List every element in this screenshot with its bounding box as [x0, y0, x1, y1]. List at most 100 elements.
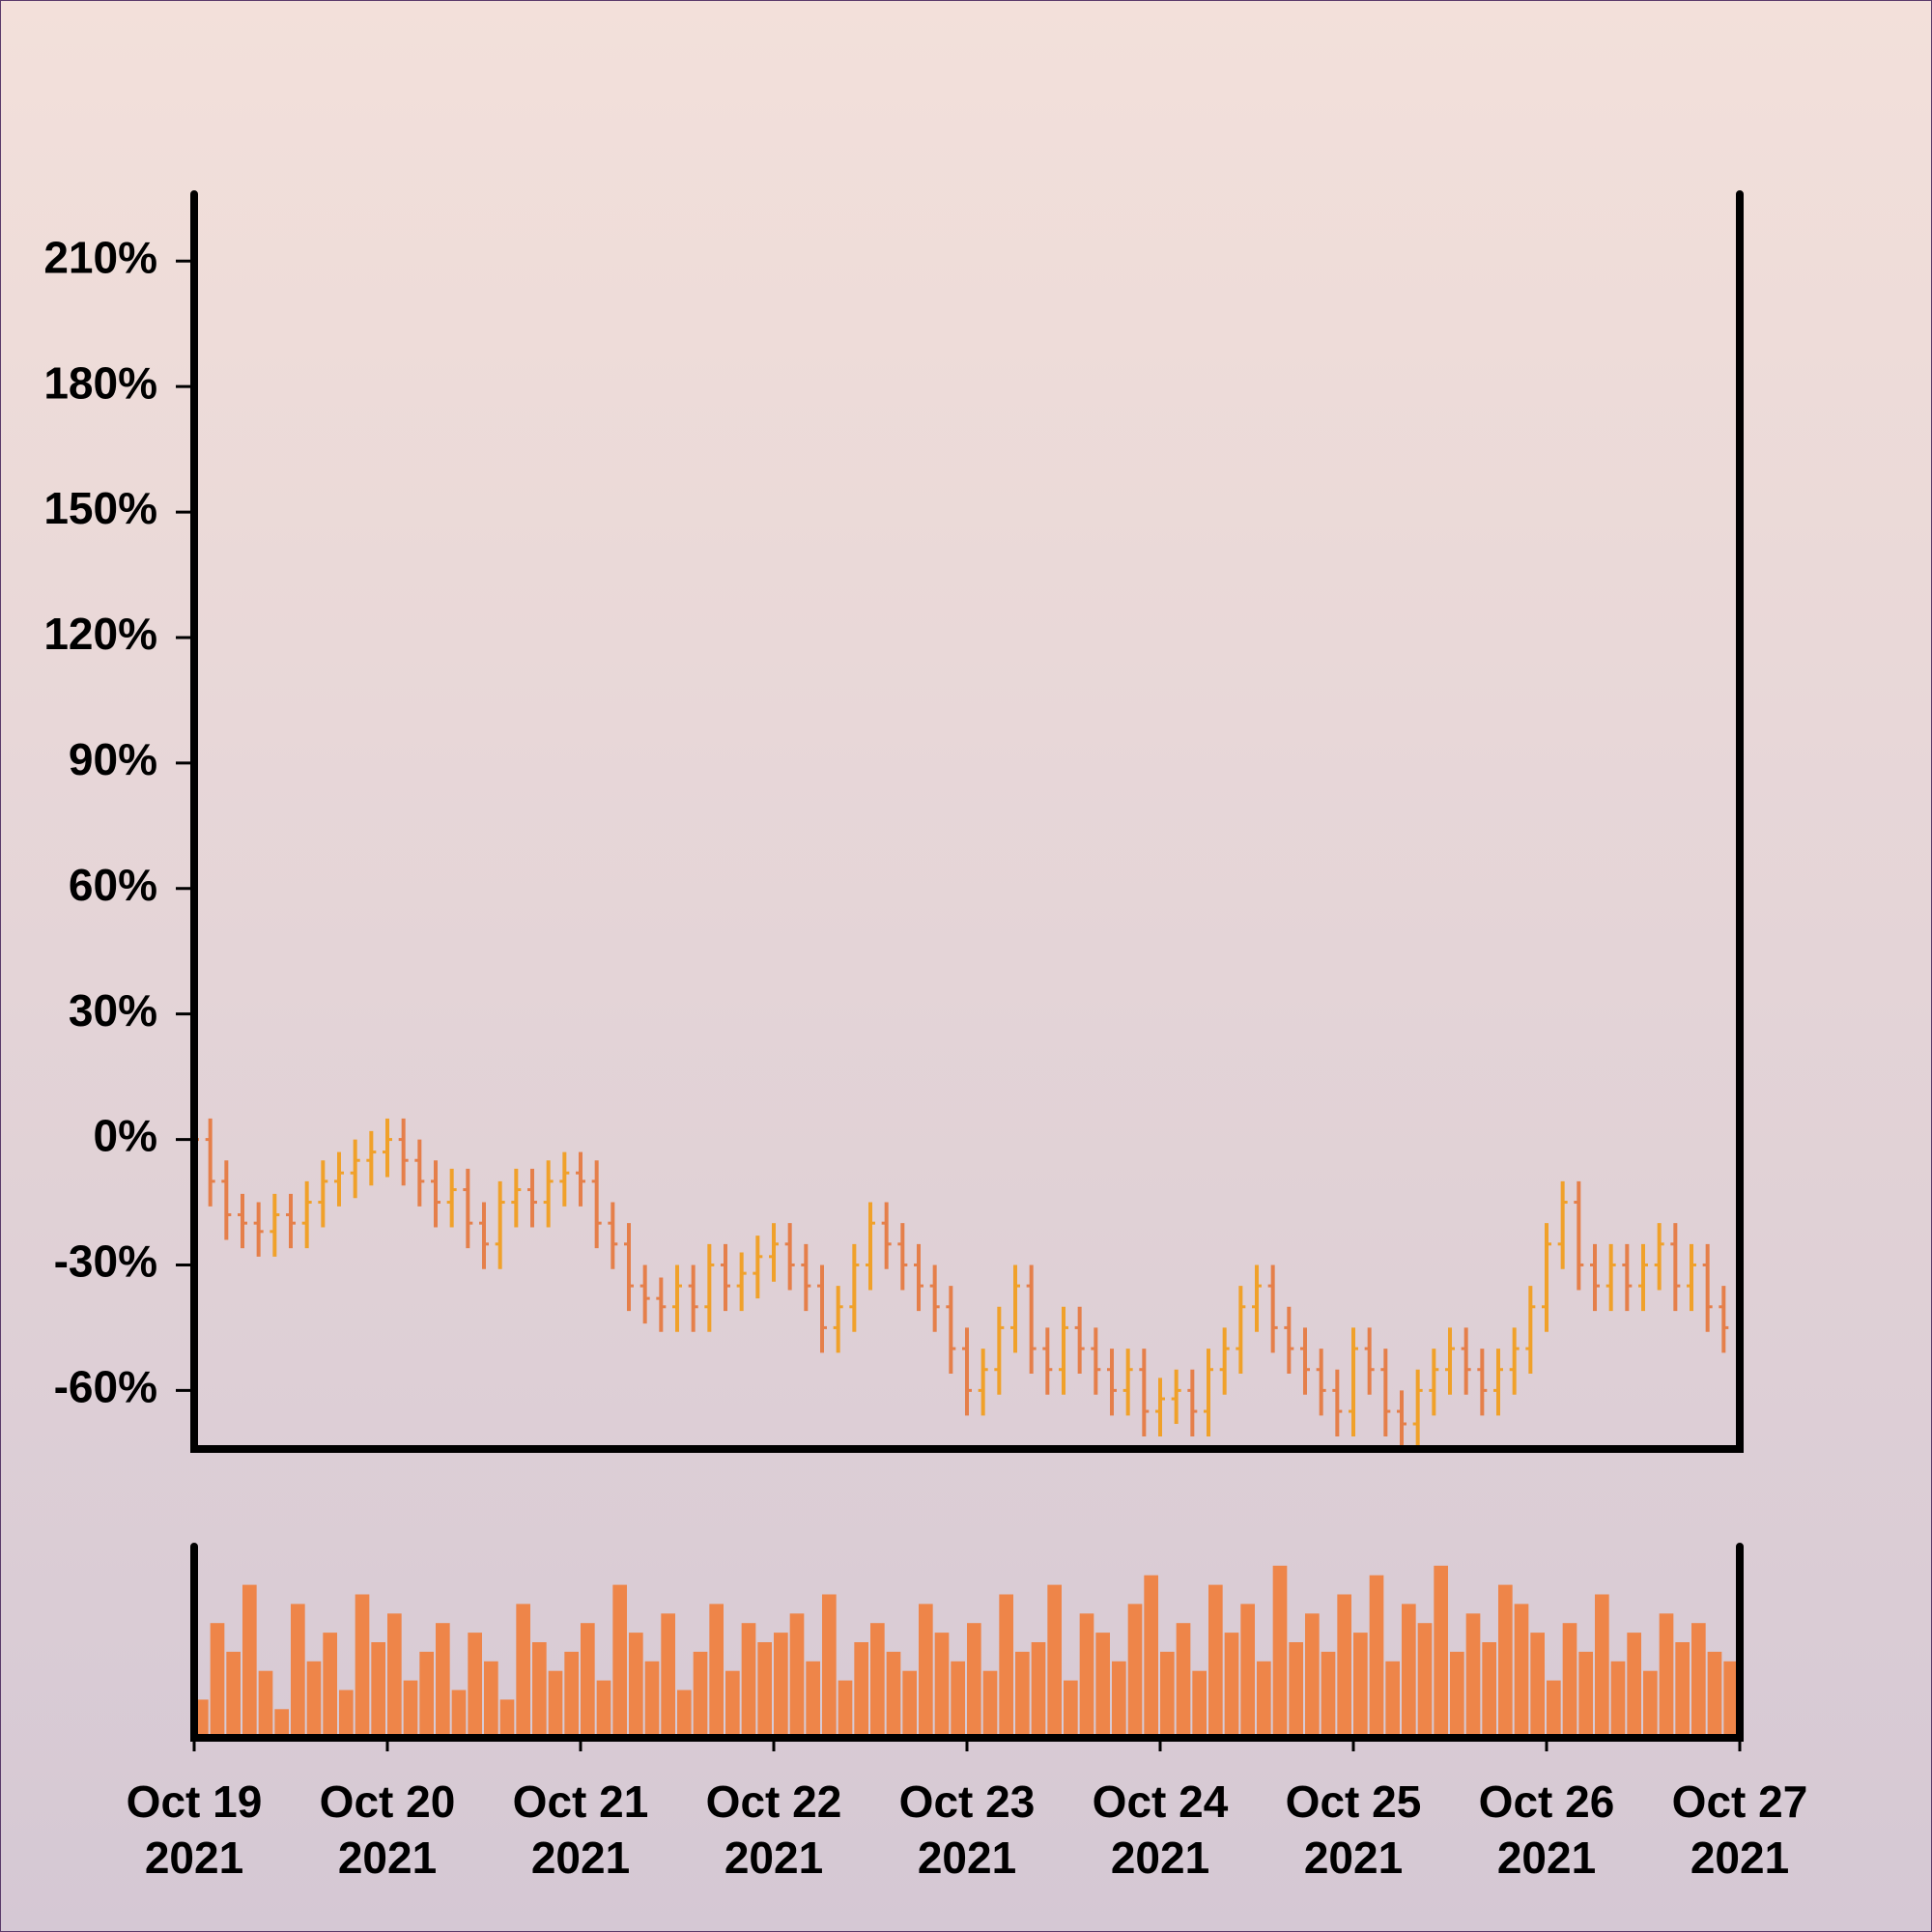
volume-bar [725, 1670, 740, 1738]
volume-bar [1547, 1680, 1561, 1738]
volume-bar [596, 1680, 611, 1738]
volume-bar [644, 1661, 660, 1738]
volume-bar [1659, 1613, 1674, 1738]
volume-bar [612, 1584, 627, 1738]
volume-bar [1112, 1661, 1126, 1738]
y-tick-label: 90% [69, 734, 157, 784]
volume-bar [886, 1651, 901, 1738]
volume-bar [1095, 1633, 1110, 1738]
volume-bar [1369, 1575, 1384, 1738]
x-tick-label: Oct 25 2021 [1285, 1776, 1422, 1883]
volume-bar [967, 1623, 981, 1738]
price-spines [190, 190, 1744, 1453]
volume-bar [532, 1642, 547, 1738]
volume-bar [1224, 1633, 1239, 1738]
volume-bar [741, 1623, 756, 1738]
x-tick-label: Oct 19 2021 [126, 1776, 263, 1883]
x-tick-label: Oct 24 2021 [1092, 1776, 1229, 1883]
volume-bar [934, 1633, 950, 1738]
volume-bar [1402, 1604, 1416, 1738]
volume-bar [1434, 1565, 1448, 1738]
volume-bar [838, 1680, 853, 1738]
volume-bar [1578, 1651, 1593, 1738]
volume-bar [1723, 1661, 1738, 1738]
volume-bar [709, 1604, 724, 1738]
volume-bar [870, 1623, 885, 1738]
volume-bar [854, 1642, 868, 1738]
volume-bar [1595, 1594, 1609, 1738]
volume-bar [436, 1623, 450, 1738]
y-tick-label: 60% [69, 860, 157, 910]
volume-bar [1047, 1584, 1062, 1738]
y-tick-label: 180% [43, 357, 157, 408]
volume-bar [1079, 1613, 1094, 1738]
volume-bar [1417, 1623, 1433, 1738]
volume-bar [387, 1613, 402, 1738]
volume-bar [242, 1584, 257, 1738]
volume-bar [1450, 1651, 1464, 1738]
volume-bar [982, 1670, 998, 1738]
volume-bar [1385, 1661, 1400, 1738]
volume-bar [1064, 1680, 1078, 1738]
volume-bar [1160, 1651, 1175, 1738]
volume-bar [1627, 1633, 1641, 1738]
volume-bar [1305, 1613, 1320, 1738]
volume-bar [1353, 1633, 1368, 1738]
volume-bar [902, 1670, 917, 1738]
volume-bar [677, 1690, 692, 1738]
volume-bar [226, 1651, 241, 1738]
x-tick-label: Oct 20 2021 [319, 1776, 456, 1883]
volume-bar [1321, 1651, 1336, 1738]
y-tick-label: 120% [43, 609, 157, 659]
volume-bar [468, 1633, 482, 1738]
volume-bar [1144, 1575, 1158, 1738]
x-tick-label: Oct 22 2021 [705, 1776, 842, 1883]
volume-bar [661, 1613, 675, 1738]
volume-bar [339, 1690, 354, 1738]
volume-bar [1482, 1642, 1496, 1738]
y-tick-label: 30% [69, 985, 157, 1036]
volume-bar [693, 1651, 708, 1738]
volume-bar [1562, 1623, 1577, 1738]
volume-bar [210, 1623, 225, 1738]
x-tick-label: Oct 23 2021 [898, 1776, 1036, 1883]
volume-bar [1707, 1651, 1722, 1738]
volume-bar [1498, 1584, 1513, 1738]
volume-bar [564, 1651, 579, 1738]
volume-bar [1192, 1670, 1207, 1738]
volume-bar [274, 1709, 289, 1738]
x-tick-label: Oct 21 2021 [512, 1776, 649, 1883]
volume-bar [451, 1690, 467, 1738]
volume-bar [1643, 1670, 1658, 1738]
volume-bar [1289, 1642, 1303, 1738]
volume-bar [919, 1604, 933, 1738]
volume-bar [1176, 1623, 1191, 1738]
volume-bar [1337, 1594, 1351, 1738]
volume-bar [499, 1699, 515, 1738]
volume-bar [355, 1594, 370, 1738]
volume-bar [1691, 1623, 1706, 1738]
volume-bar [1031, 1642, 1046, 1738]
volume-bar [757, 1642, 772, 1738]
volume-bar [258, 1670, 273, 1738]
volume-bar [581, 1623, 595, 1738]
volume-bar [1530, 1633, 1545, 1738]
y-tick-label: 0% [94, 1111, 157, 1161]
volume-bar [1208, 1584, 1223, 1738]
volume-bar [419, 1651, 434, 1738]
x-tick-label: Oct 27 2021 [1671, 1776, 1808, 1883]
volume-bar [291, 1604, 305, 1738]
volume-bar [1127, 1604, 1143, 1738]
volume-bar [1257, 1661, 1271, 1738]
volume-bar [789, 1613, 805, 1738]
volume-bar [1240, 1604, 1255, 1738]
y-tick-label: 210% [43, 232, 157, 282]
volume-bar [323, 1633, 337, 1738]
volume-area [194, 1565, 1738, 1738]
volume-bar [371, 1642, 385, 1738]
volume-bar [548, 1670, 563, 1738]
volume-bar [1015, 1651, 1030, 1738]
volume-bar [403, 1680, 418, 1738]
